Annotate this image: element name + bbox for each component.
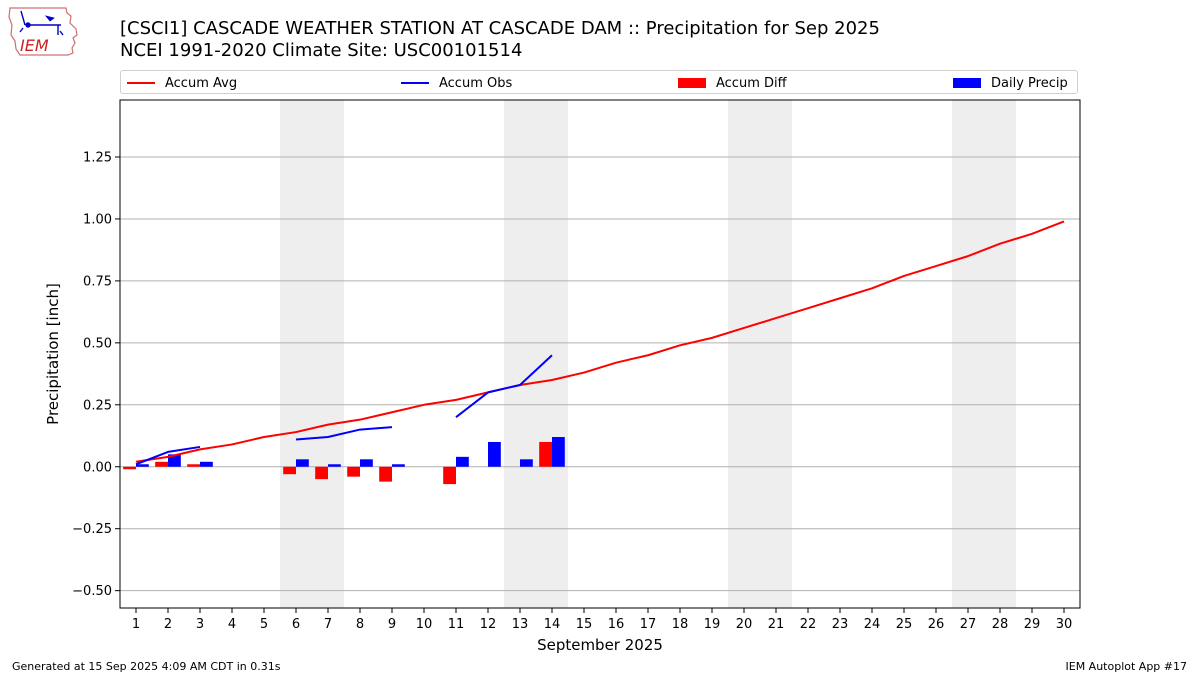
legend-swatch-accum-avg	[127, 82, 155, 84]
y-tick-label: 0.25	[83, 398, 112, 413]
x-tick-label: 15	[576, 617, 593, 632]
x-tick-label: 6	[292, 617, 300, 632]
x-tick-label: 30	[1056, 617, 1073, 632]
x-tick-label: 22	[800, 617, 817, 632]
x-tick-label: 9	[388, 617, 396, 632]
x-tick-label: 29	[1024, 617, 1041, 632]
legend-label-accum-diff: Accum Diff	[716, 75, 787, 91]
y-tick-label: −0.25	[72, 522, 112, 537]
x-tick-label: 8	[356, 617, 364, 632]
legend-item-accum-obs: Accum Obs	[401, 74, 512, 92]
y-tick-label: 0.50	[83, 336, 112, 351]
accum-diff-bar	[539, 441, 552, 467]
x-tick-label: 3	[196, 617, 204, 632]
x-tick-label: 28	[992, 617, 1009, 632]
accum-obs-line	[135, 445, 201, 466]
x-tick-label: 10	[416, 617, 433, 632]
legend-item-daily-precip: Daily Precip	[953, 74, 1068, 92]
x-tick-label: 17	[640, 617, 657, 632]
x-tick-label: 20	[736, 617, 753, 632]
accum-diff-bar	[283, 466, 296, 475]
weekend-shade-3	[728, 100, 792, 608]
accum-diff-bar	[315, 466, 328, 480]
accum-diff-bar	[379, 466, 392, 482]
accum-diff-bar	[347, 466, 360, 477]
daily-precip-bar	[456, 456, 469, 467]
accum-diff-bar	[187, 464, 200, 467]
legend-label-daily-precip: Daily Precip	[991, 75, 1068, 91]
x-tick-label: 23	[832, 617, 849, 632]
daily-precip-bar	[392, 464, 405, 467]
y-axis-label: Precipitation [inch]	[44, 283, 62, 425]
x-tick-label: 1	[132, 617, 140, 632]
iem-logo: IEM	[8, 7, 78, 56]
daily-precip-bar	[360, 459, 373, 467]
chart-title: [CSCI1] CASCADE WEATHER STATION AT CASCA…	[120, 18, 880, 39]
legend-swatch-accum-obs	[401, 82, 429, 84]
weekend-shade-2	[504, 100, 568, 608]
accum-obs-line	[455, 354, 553, 418]
app-credit: IEM Autoplot App #17	[1065, 660, 1188, 673]
accum-diff-bar	[123, 466, 136, 470]
x-tick-label: 11	[448, 617, 465, 632]
legend-label-accum-avg: Accum Avg	[165, 75, 238, 91]
legend-label-accum-obs: Accum Obs	[439, 75, 513, 91]
x-tick-label: 14	[544, 617, 561, 632]
x-tick-label: 26	[928, 617, 945, 632]
daily-precip-bar	[296, 459, 309, 467]
y-tick-label: 0.00	[83, 460, 112, 475]
x-tick-label: 27	[960, 617, 977, 632]
weekend-shade-4	[952, 100, 1016, 608]
x-tick-label: 4	[228, 617, 236, 632]
daily-precip-bar	[520, 459, 533, 467]
plot-frame	[119, 99, 1081, 609]
y-tick-label: 0.75	[83, 274, 112, 289]
x-tick-label: 16	[608, 617, 625, 632]
chart-subtitle: NCEI 1991-2020 Climate Site: USC00101514	[120, 40, 523, 61]
legend-item-accum-avg: Accum Avg	[127, 74, 237, 92]
x-tick-label: 21	[768, 617, 785, 632]
daily-precip-bar	[488, 441, 501, 467]
x-tick-label: 19	[704, 617, 721, 632]
daily-precip-bar	[136, 464, 149, 467]
x-tick-label: 12	[480, 617, 497, 632]
weekend-shade-1	[280, 100, 344, 608]
x-axis-label: September 2025	[537, 636, 663, 654]
x-tick-label: 18	[672, 617, 689, 632]
accum-obs-line	[295, 426, 393, 441]
x-tick-label: 5	[260, 617, 268, 632]
daily-precip-bar	[552, 437, 565, 467]
legend: Accum Avg Accum Obs Accum Diff Daily Pre…	[120, 70, 1078, 94]
legend-swatch-daily-precip	[953, 78, 981, 88]
accum-avg-line	[135, 220, 1065, 463]
accum-diff-bar	[155, 461, 168, 467]
accum-diff-bar	[443, 466, 456, 485]
x-tick-label: 25	[896, 617, 913, 632]
y-tick-label: −0.50	[72, 584, 112, 599]
y-tick-label: 1.25	[83, 150, 112, 165]
logo-text: IEM	[20, 36, 49, 55]
daily-precip-bar	[328, 464, 341, 467]
x-tick-label: 24	[864, 617, 881, 632]
daily-precip-bar	[168, 454, 181, 467]
generated-timestamp: Generated at 15 Sep 2025 4:09 AM CDT in …	[12, 660, 281, 673]
daily-precip-bar	[200, 461, 213, 467]
y-tick-label: 1.00	[83, 212, 112, 227]
x-tick-label: 7	[324, 617, 332, 632]
legend-swatch-accum-diff	[678, 78, 706, 88]
x-tick-label: 13	[512, 617, 529, 632]
x-tick-label: 2	[164, 617, 172, 632]
legend-item-accum-diff: Accum Diff	[678, 74, 787, 92]
